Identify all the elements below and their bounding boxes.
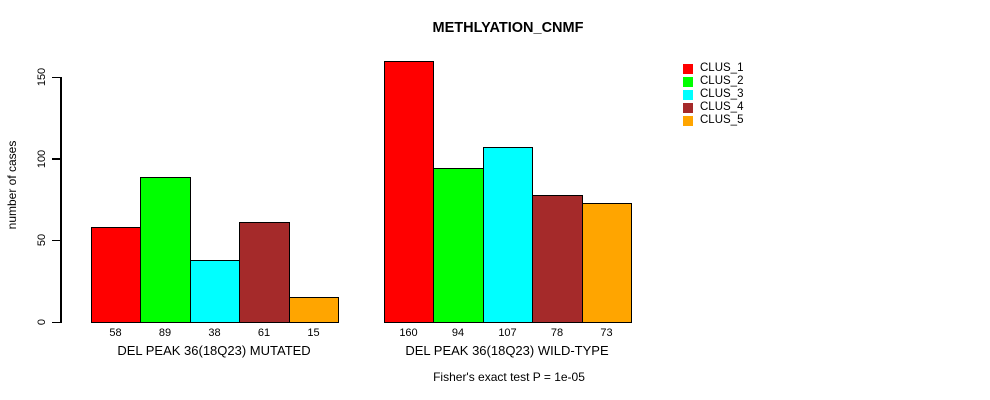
y-tick-label-50: 50 — [36, 234, 48, 247]
legend: CLUS_1 CLUS_2 CLUS_3 CLUS_4 CLUS_5 — [683, 62, 743, 127]
bar-value-label: 38 — [208, 327, 221, 339]
y-tick-mark — [52, 76, 61, 78]
y-tick-mark — [52, 239, 61, 242]
group-label-wild-type: DEL PEAK 36(18Q23) WILD-TYPE — [405, 343, 609, 358]
legend-label: CLUS_3 — [700, 88, 744, 100]
legend-swatch-icon — [683, 89, 693, 100]
bar-value-label: 107 — [498, 327, 517, 339]
bar-clus_3-group0 — [190, 260, 240, 323]
group-label-mutated: DEL PEAK 36(18Q23) MUTATED — [117, 343, 311, 358]
chart-title: METHLYATION_CNMF — [432, 20, 584, 36]
y-tick-label-150: 150 — [36, 67, 48, 87]
y-tick-label-100: 100 — [36, 149, 48, 168]
legend-item-clus_2: CLUS_2 — [683, 75, 743, 88]
bar-clus_5-group0 — [289, 297, 339, 323]
bar-clus_3-group1 — [483, 147, 533, 323]
legend-swatch-icon — [683, 102, 693, 113]
bar-clus_2-group0 — [140, 177, 191, 323]
legend-label: CLUS_5 — [700, 114, 744, 126]
bar-clus_5-group1 — [582, 203, 632, 323]
y-axis-label: number of cases — [5, 140, 19, 230]
y-tick-mark — [52, 321, 61, 323]
bar-value-label: 58 — [109, 327, 122, 339]
bar-value-label: 160 — [399, 327, 418, 339]
y-axis-line — [60, 77, 62, 323]
bar-value-label: 78 — [550, 327, 564, 339]
bar-value-label: 61 — [257, 327, 271, 339]
legend-item-clus_5: CLUS_5 — [683, 114, 743, 127]
y-tick-label-0: 0 — [36, 318, 48, 326]
legend-item-clus_4: CLUS_4 — [683, 101, 743, 114]
legend-label: CLUS_4 — [700, 101, 744, 113]
bar-value-label: 15 — [307, 327, 320, 339]
bar-clus_2-group1 — [433, 168, 484, 323]
legend-label: CLUS_2 — [700, 75, 744, 87]
bar-value-label: 89 — [158, 327, 172, 339]
legend-swatch-icon — [683, 115, 693, 126]
legend-label: CLUS_1 — [700, 62, 744, 74]
bar-value-label: 73 — [600, 327, 613, 339]
legend-item-clus_1: CLUS_1 — [683, 62, 743, 75]
bar-value-label: 94 — [451, 327, 465, 339]
bar-clus_1-group1 — [384, 61, 434, 323]
y-tick-mark — [52, 158, 61, 160]
legend-item-clus_3: CLUS_3 — [683, 88, 743, 101]
legend-swatch-icon — [683, 76, 693, 87]
bar-clus_4-group0 — [239, 222, 290, 323]
legend-swatch-icon — [683, 63, 693, 74]
bar-clus_1-group0 — [91, 227, 141, 323]
bar-clus_4-group1 — [532, 195, 583, 323]
fisher-test-annotation: Fisher's exact test P = 1e-05 — [433, 370, 585, 384]
